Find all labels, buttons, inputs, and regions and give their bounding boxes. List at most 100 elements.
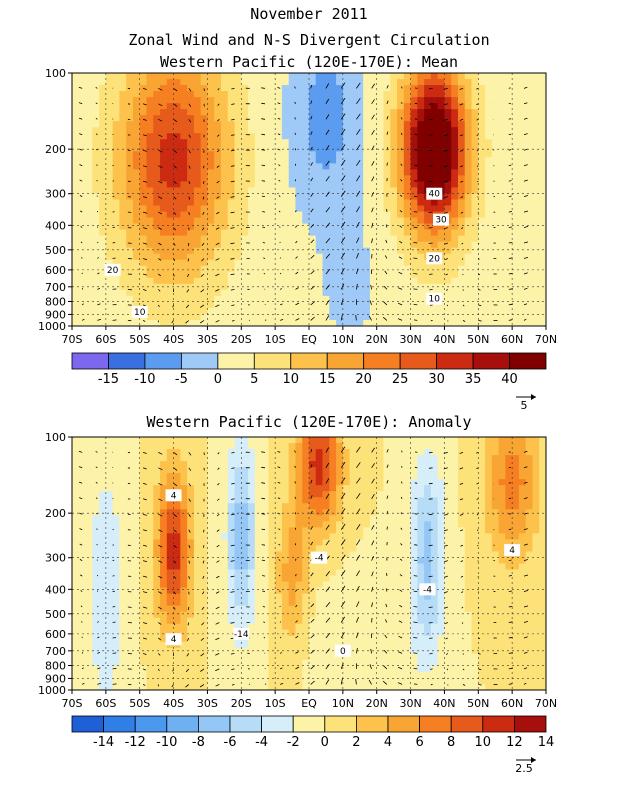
field-cell xyxy=(424,461,432,468)
field-cell xyxy=(451,145,459,152)
field-cell xyxy=(376,217,384,224)
field-cell xyxy=(322,443,330,450)
field-cell xyxy=(491,319,499,327)
field-cell xyxy=(227,437,235,444)
wind-vector xyxy=(295,194,297,197)
field-cell xyxy=(478,277,486,285)
field-cell xyxy=(451,307,459,315)
field-cell xyxy=(356,181,364,188)
wind-vector xyxy=(383,301,388,306)
field-cell xyxy=(505,121,513,128)
wind-vector xyxy=(459,134,464,137)
field-cell xyxy=(518,533,527,540)
field-cell xyxy=(241,127,249,134)
field-cell xyxy=(153,467,161,474)
wind-vector xyxy=(142,180,148,183)
field-cell xyxy=(92,217,100,224)
field-cell xyxy=(349,527,357,534)
field-cell xyxy=(518,455,527,462)
field-cell xyxy=(430,145,439,152)
field-cell xyxy=(112,187,120,194)
field-cell xyxy=(424,175,432,182)
wind-vector xyxy=(508,303,513,306)
field-cell xyxy=(254,139,262,146)
field-cell xyxy=(491,139,499,146)
field-cell xyxy=(173,115,181,122)
field-cell xyxy=(383,265,391,273)
field-cell xyxy=(451,169,459,176)
field-cell xyxy=(410,211,418,218)
field-cell xyxy=(471,193,479,200)
field-cell xyxy=(227,301,235,309)
field-cell xyxy=(99,139,107,146)
field-cell xyxy=(302,235,310,243)
field-cell xyxy=(193,169,202,176)
wind-vector xyxy=(199,320,205,324)
field-cell xyxy=(471,205,479,212)
x-tick-label: 20S xyxy=(231,333,252,346)
field-cell xyxy=(173,85,181,92)
field-cell xyxy=(268,187,276,194)
field-cell xyxy=(173,461,181,468)
field-cell xyxy=(309,85,317,92)
field-cell xyxy=(200,277,208,285)
field-cell xyxy=(518,521,527,528)
field-cell xyxy=(376,169,384,176)
field-cell xyxy=(214,551,222,558)
field-cell xyxy=(363,97,371,104)
field-cell xyxy=(241,103,249,110)
field-cell xyxy=(99,443,107,450)
field-cell xyxy=(72,319,80,327)
wind-vector xyxy=(294,117,296,120)
field-cell xyxy=(248,175,256,182)
field-cell xyxy=(220,229,229,237)
field-cell xyxy=(444,247,452,255)
field-cell xyxy=(437,199,445,206)
wind-vector xyxy=(310,131,313,135)
field-cell xyxy=(180,247,188,255)
field-cell xyxy=(92,277,100,285)
field-cell xyxy=(105,229,114,237)
field-cell xyxy=(126,545,134,552)
field-cell xyxy=(512,151,520,158)
wind-vector xyxy=(325,284,331,290)
field-cell xyxy=(363,85,371,92)
field-cell xyxy=(99,151,107,158)
field-cell xyxy=(309,271,317,279)
field-cell xyxy=(532,295,540,303)
field-cell xyxy=(160,103,168,110)
wind-vector xyxy=(443,118,448,121)
field-cell xyxy=(234,181,242,188)
wind-vector xyxy=(523,148,528,151)
field-cell xyxy=(383,127,391,134)
field-cell xyxy=(173,271,181,279)
field-cell xyxy=(153,241,161,249)
field-cell xyxy=(498,319,506,327)
colorbar-swatch xyxy=(290,352,328,370)
field-cell xyxy=(518,103,527,110)
field-cell xyxy=(200,115,208,122)
field-cell xyxy=(139,545,147,552)
field-cell xyxy=(417,211,425,218)
field-cell xyxy=(146,307,154,315)
field-cell xyxy=(241,163,249,170)
field-cell xyxy=(220,151,229,158)
wind-vector xyxy=(230,227,235,229)
field-cell xyxy=(369,127,378,134)
field-cell xyxy=(397,479,405,486)
field-cell xyxy=(356,97,364,104)
field-cell xyxy=(390,133,398,140)
field-cell xyxy=(220,127,229,134)
field-cell xyxy=(180,109,188,116)
field-cell xyxy=(241,551,249,558)
field-cell xyxy=(403,313,411,321)
field-cell xyxy=(248,521,256,528)
field-cell xyxy=(315,533,323,540)
field-cell xyxy=(261,109,269,116)
wind-vector xyxy=(294,132,296,135)
field-cell xyxy=(376,289,384,297)
field-cell xyxy=(153,97,161,104)
field-cell xyxy=(424,455,432,462)
field-cell xyxy=(403,235,411,243)
field-cell xyxy=(512,217,520,224)
